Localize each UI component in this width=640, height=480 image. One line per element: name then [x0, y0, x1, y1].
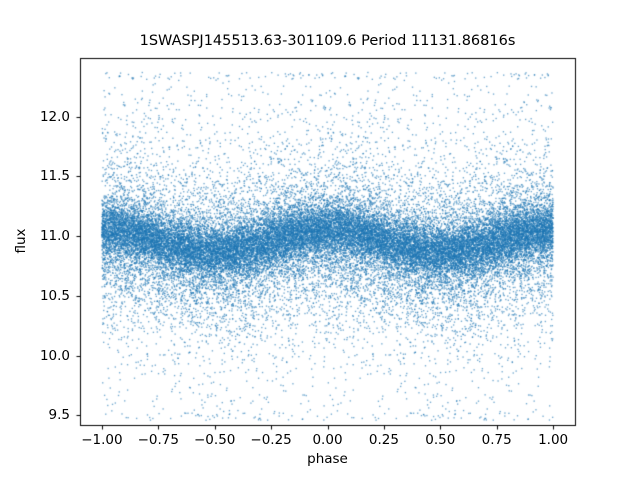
x-tick-label: 0.25 — [368, 432, 399, 448]
x-tick-label: −0.25 — [250, 432, 292, 448]
y-tick-label: 11.0 — [39, 228, 70, 245]
x-tick-label: 0.75 — [481, 432, 512, 448]
x-tick-label: 0.00 — [312, 432, 343, 448]
x-tick-label: −0.50 — [194, 432, 236, 448]
y-tick-label: 11.5 — [39, 168, 70, 185]
chart-title: 1SWASPJ145513.63-301109.6 Period 11131.8… — [139, 33, 516, 49]
y-tick-label: 10.0 — [39, 347, 70, 364]
x-axis-label: phase — [307, 451, 348, 467]
y-tick-label: 12.0 — [39, 108, 70, 125]
x-tick-label: 0.50 — [425, 432, 456, 448]
y-tick-label: 10.5 — [39, 287, 70, 304]
x-tick-label: −0.75 — [137, 432, 179, 448]
x-tick-label: 1.00 — [538, 432, 569, 448]
x-tick-label: −1.00 — [81, 432, 123, 448]
y-tick-label: 9.5 — [48, 407, 70, 424]
